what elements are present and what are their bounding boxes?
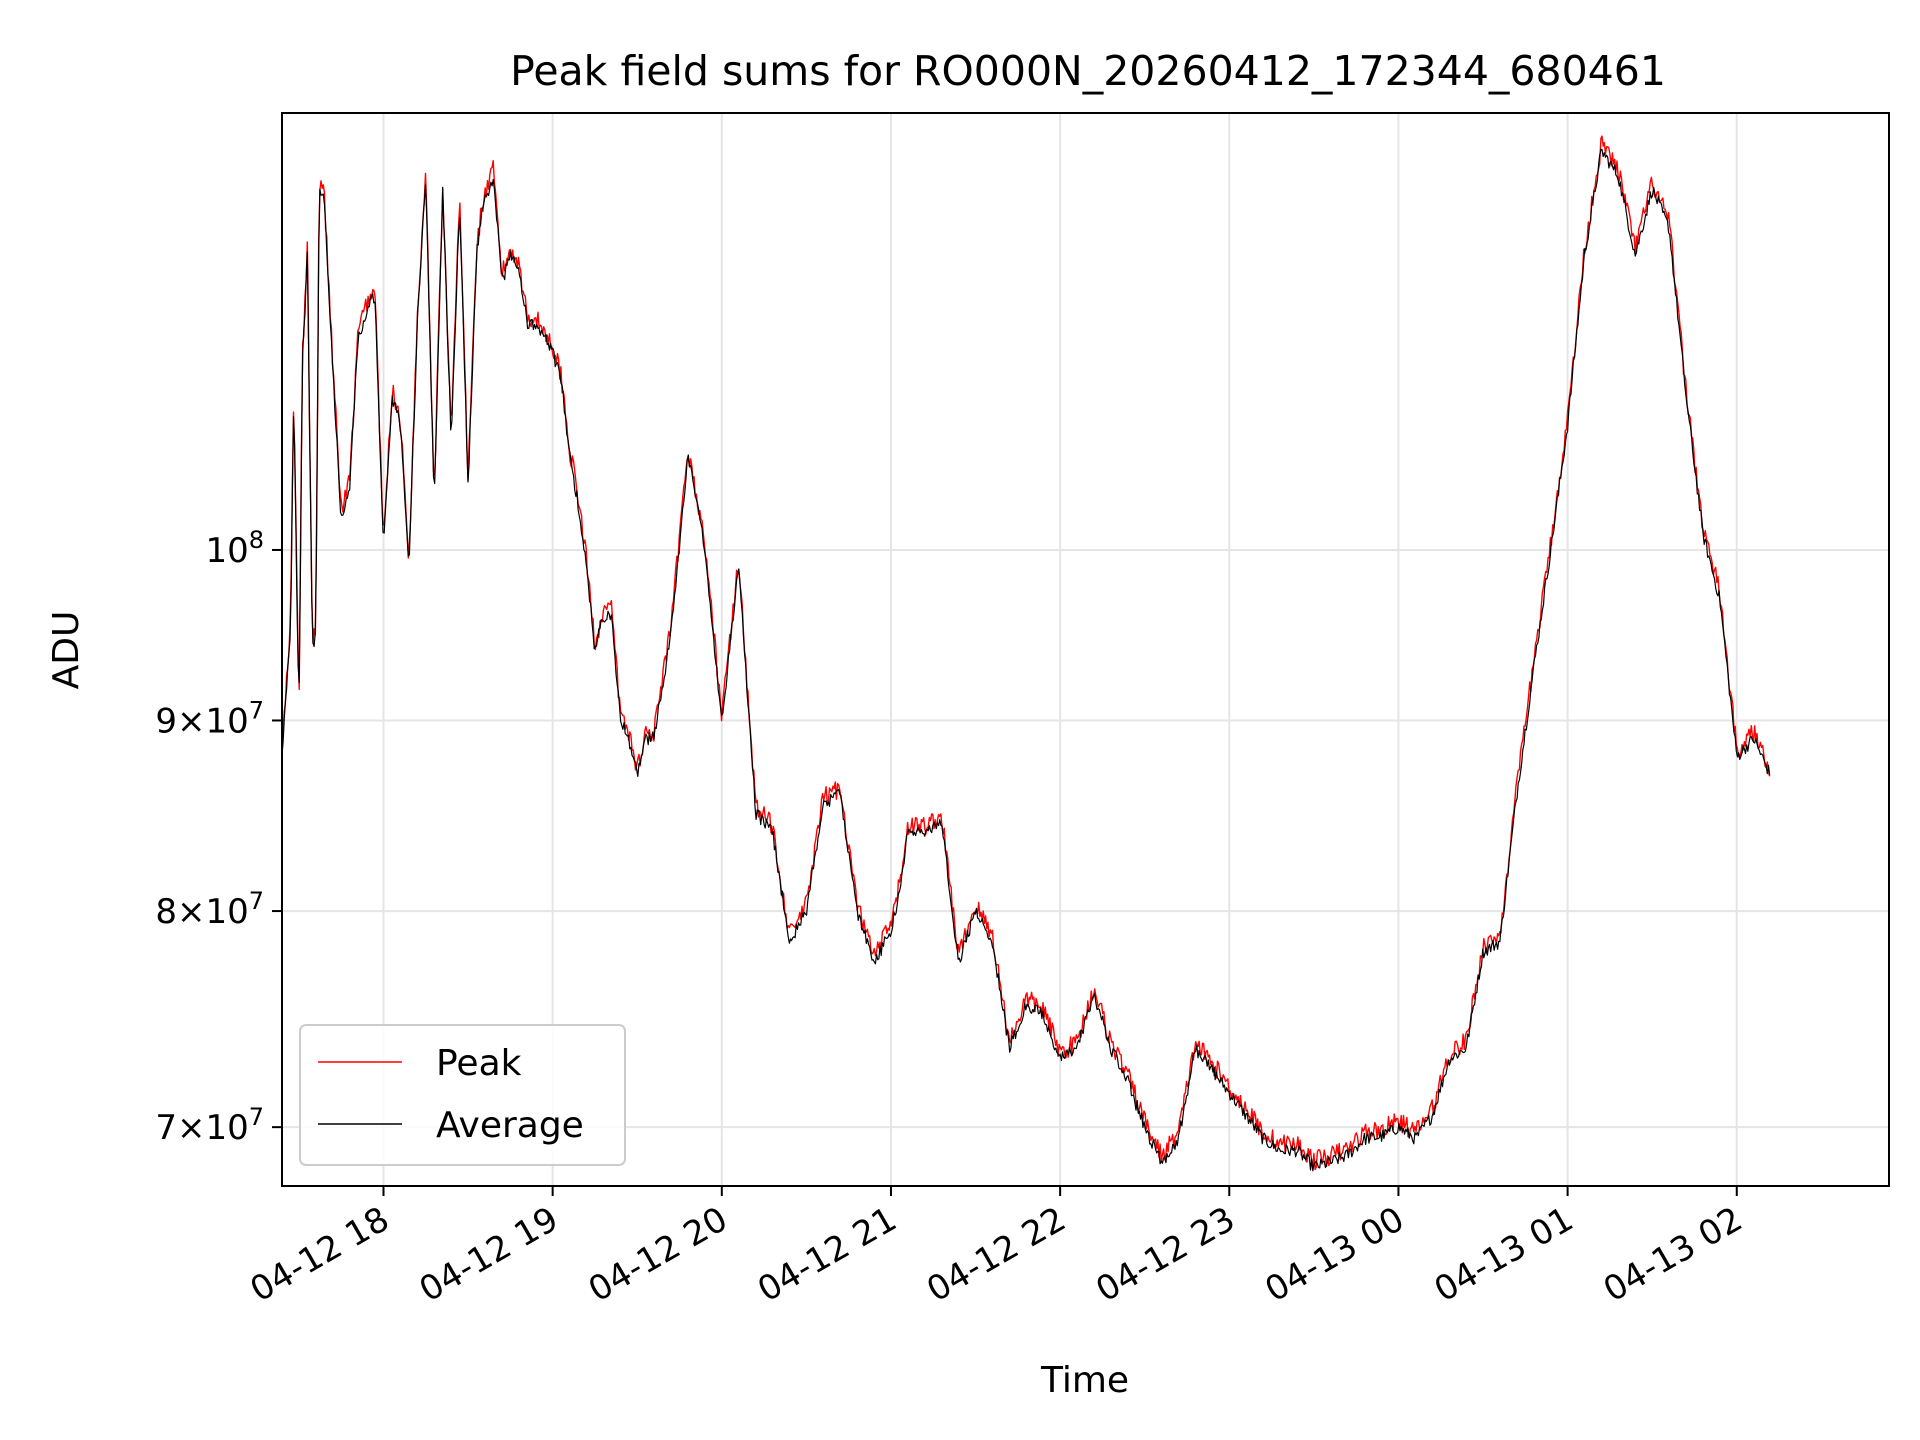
legend-label-peak: Peak [436, 1043, 522, 1084]
legend: Peak Average [299, 1024, 626, 1166]
series-line-average [282, 148, 1771, 1172]
x-tick-label: 04-13 02 [1597, 1199, 1749, 1310]
y-axis-label: ADU [46, 611, 87, 690]
y-tick-label: 108 [205, 526, 264, 571]
y-tick-label: 8×107 [155, 887, 264, 932]
x-tick-label: 04-12 21 [751, 1199, 903, 1310]
plot-area [282, 135, 1771, 1172]
legend-box [299, 1024, 626, 1166]
x-axis-label: Time [1040, 1360, 1129, 1401]
y-tick-label: 9×107 [155, 696, 264, 741]
y-tick-label: 7×107 [155, 1103, 264, 1148]
x-tick-label: 04-12 23 [1089, 1199, 1241, 1310]
grid-lines [282, 113, 1889, 1186]
legend-label-average: Average [436, 1105, 584, 1146]
x-tick-label: 04-12 18 [244, 1199, 396, 1310]
plot-frame [281, 112, 1890, 1187]
x-tick-label: 04-12 22 [920, 1199, 1072, 1310]
x-tick-label: 04-12 19 [413, 1199, 565, 1310]
x-tick-label: 04-13 01 [1428, 1199, 1580, 1310]
y-axis: 7×107 8×107 9×107 108 [155, 526, 282, 1148]
chart-title: Peak field sums for RO000N_20260412_1723… [510, 47, 1666, 95]
series-line-peak [282, 135, 1771, 1171]
x-tick-label: 04-12 20 [582, 1199, 734, 1310]
x-axis: 04-12 18 04-12 19 04-12 20 04-12 21 04-12 22… [244, 1186, 1749, 1310]
x-tick-label: 04-13 00 [1259, 1199, 1411, 1310]
